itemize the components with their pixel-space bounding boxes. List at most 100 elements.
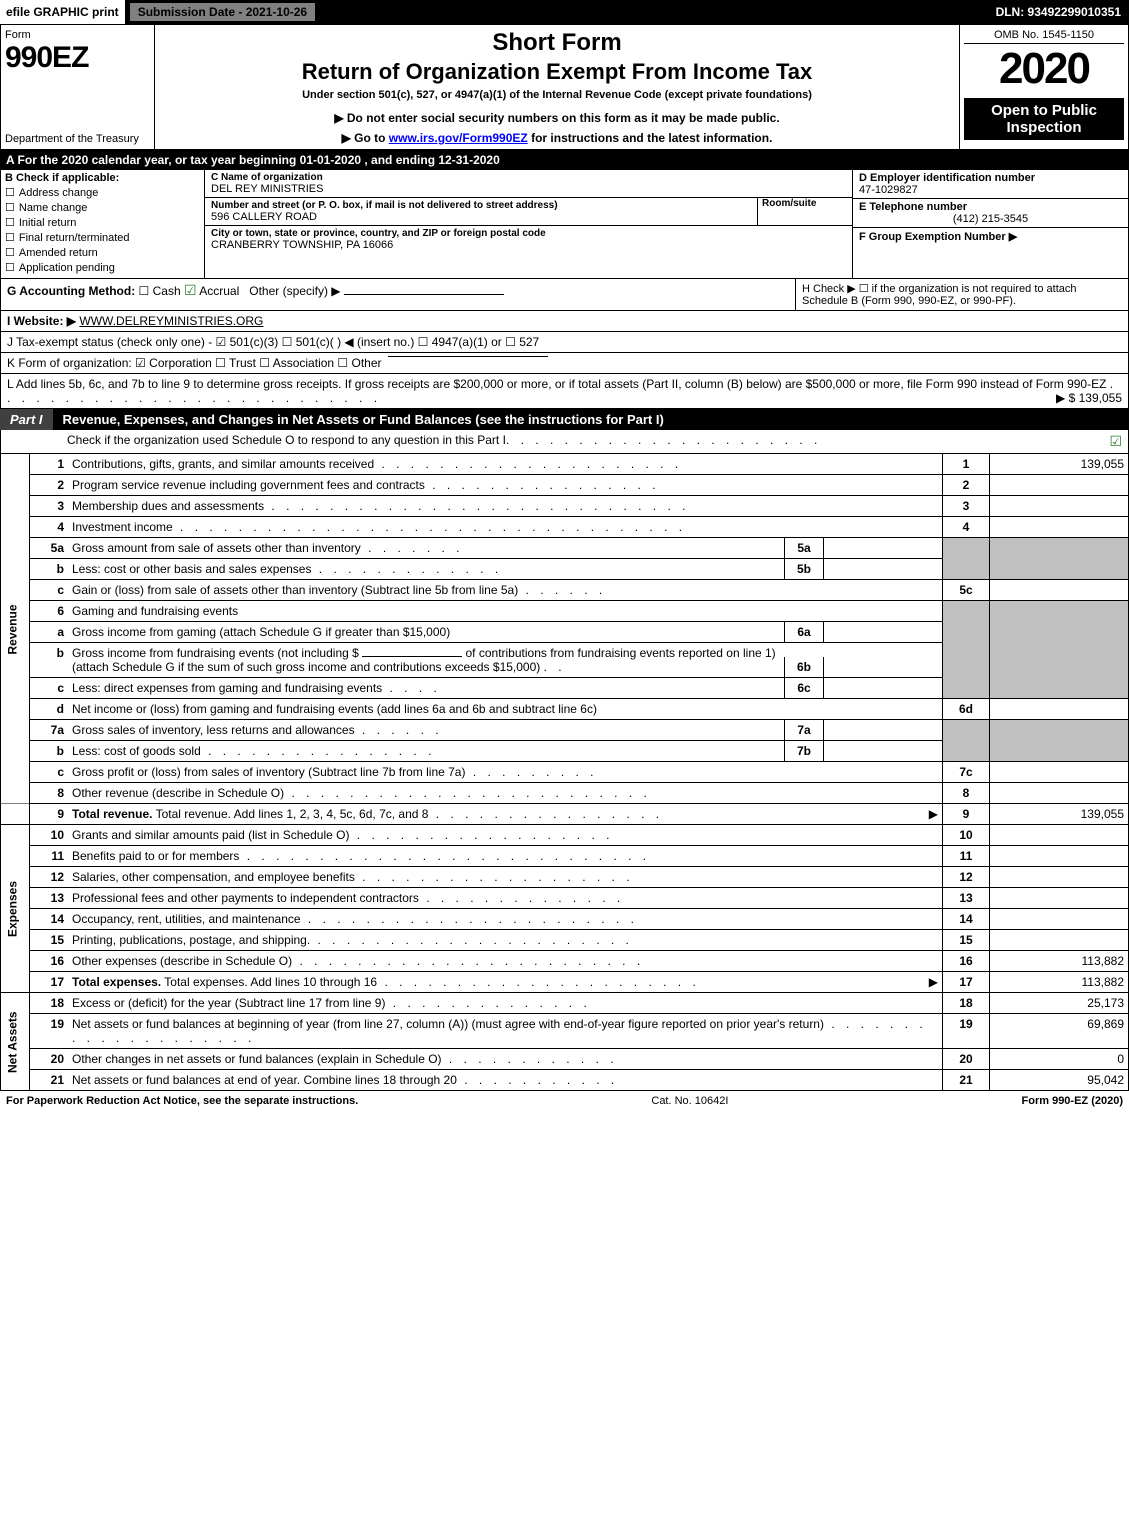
line-val: 139,055 — [990, 454, 1129, 475]
line-num: 1 — [30, 454, 69, 475]
g-accounting-block: G Accounting Method: ☐ Cash ☑ Accrual Ot… — [1, 279, 795, 302]
topbar: efile GRAPHIC print Submission Date - 20… — [0, 0, 1129, 24]
table-row: c Gross profit or (loss) from sales of i… — [1, 762, 1129, 783]
table-row: 3 Membership dues and assessments . . . … — [1, 496, 1129, 517]
line-ref: 1 — [943, 454, 990, 475]
dln-label: DLN: 93492299010351 — [996, 5, 1129, 19]
org-city-block: City or town, state or province, country… — [205, 226, 852, 253]
accrual-check-icon: ☑ — [184, 282, 197, 298]
footer-cat-no: Cat. No. 10642I — [358, 1095, 1021, 1107]
check-application-pending[interactable]: Application pending — [5, 261, 200, 274]
check-name-change[interactable]: Name change — [5, 201, 200, 214]
g-accrual-label: Accrual — [199, 284, 239, 298]
j-text: J Tax-exempt status (check only one) - ☑… — [7, 335, 539, 349]
footer-form-ref: Form 990-EZ (2020) — [1022, 1095, 1123, 1107]
k-text: K Form of organization: ☑ Corporation ☐ … — [7, 356, 382, 370]
short-form-title: Short Form — [163, 29, 951, 57]
table-row: 21 Net assets or fund balances at end of… — [1, 1070, 1129, 1091]
goto-suffix: for instructions and the latest informat… — [528, 131, 773, 145]
right-info-column: D Employer identification number 47-1029… — [853, 170, 1128, 278]
form-header: Form 990EZ Department of the Treasury Sh… — [0, 24, 1129, 150]
form-id-block: Form 990EZ Department of the Treasury — [1, 25, 155, 149]
l-amount: ▶ $ 139,055 — [1056, 391, 1122, 405]
table-row: d Net income or (loss) from gaming and f… — [1, 699, 1129, 720]
row-g-h: G Accounting Method: ☐ Cash ☑ Accrual Ot… — [0, 279, 1129, 311]
ein-value: 47-1029827 — [859, 184, 1122, 196]
line-desc: Contributions, gifts, grants, and simila… — [68, 454, 943, 475]
g-cash[interactable]: ☐ Cash — [139, 284, 181, 298]
goto-link[interactable]: www.irs.gov/Form990EZ — [389, 131, 528, 145]
table-row: 8 Other revenue (describe in Schedule O)… — [1, 783, 1129, 804]
org-info-column: C Name of organization DEL REY MINISTRIE… — [205, 170, 853, 278]
website-value[interactable]: WWW.DELREYMINISTRIES.ORG — [79, 314, 263, 328]
info-block: B Check if applicable: Address change Na… — [0, 170, 1129, 279]
footer-left: For Paperwork Reduction Act Notice, see … — [6, 1095, 358, 1107]
section-a-bar: A For the 2020 calendar year, or tax yea… — [0, 150, 1129, 170]
part-1-label: Part I — [0, 409, 53, 430]
goto-prefix: ▶ Go to — [342, 131, 389, 145]
table-row: Expenses 10 Grants and similar amounts p… — [1, 825, 1129, 846]
goto-line: ▶ Go to www.irs.gov/Form990EZ for instru… — [163, 131, 951, 145]
table-row: 7a Gross sales of inventory, less return… — [1, 720, 1129, 741]
omb-number: OMB No. 1545-1150 — [964, 29, 1124, 44]
part-1-header: Part I Revenue, Expenses, and Changes in… — [0, 409, 1129, 430]
check-initial-return[interactable]: Initial return — [5, 216, 200, 229]
table-row: 2 Program service revenue including gove… — [1, 475, 1129, 496]
revenue-side-label: Revenue — [1, 454, 30, 804]
street-label: Number and street (or P. O. box, if mail… — [211, 200, 757, 211]
table-row: 13 Professional fees and other payments … — [1, 888, 1129, 909]
part-1-title: Revenue, Expenses, and Changes in Net As… — [63, 412, 664, 427]
row-j-tax-exempt: J Tax-exempt status (check only one) - ☑… — [0, 332, 1129, 353]
h-schedule-b-block: H Check ▶ ☐ if the organization is not r… — [795, 279, 1128, 310]
phone-block: E Telephone number (412) 215-3545 — [853, 199, 1128, 228]
open-public-badge: Open to Public Inspection — [964, 98, 1124, 140]
table-row: 4 Investment income . . . . . . . . . . … — [1, 517, 1129, 538]
form-number: 990EZ — [5, 41, 150, 75]
org-street: 596 CALLERY ROAD — [211, 211, 757, 223]
submission-date-box: Submission Date - 2021-10-26 — [129, 2, 316, 22]
schedule-o-check-icon: ☑ — [1109, 433, 1122, 450]
form-meta-block: OMB No. 1545-1150 2020 Open to Public In… — [960, 25, 1128, 149]
e-label: E Telephone number — [859, 201, 1122, 213]
f-label: F Group Exemption Number ▶ — [859, 230, 1122, 243]
efile-print-label[interactable]: efile GRAPHIC print — [0, 0, 125, 24]
part-1-table: Revenue 1 Contributions, gifts, grants, … — [0, 454, 1129, 1091]
org-name: DEL REY MINISTRIES — [211, 183, 846, 195]
table-row: 14 Occupancy, rent, utilities, and maint… — [1, 909, 1129, 930]
g-other[interactable]: Other (specify) ▶ — [249, 284, 340, 298]
table-row: 15 Printing, publications, postage, and … — [1, 930, 1129, 951]
page-footer: For Paperwork Reduction Act Notice, see … — [0, 1091, 1129, 1111]
dots: . . . . . . . . . . . . . . . . . . . . … — [506, 433, 821, 447]
check-final-return[interactable]: Final return/terminated — [5, 231, 200, 244]
table-row: 9 Total revenue. Total revenue. Add line… — [1, 804, 1129, 825]
do-not-enter-text: ▶ Do not enter social security numbers o… — [163, 111, 951, 125]
tax-year: 2020 — [964, 44, 1124, 94]
row-i-website: I Website: ▶ WWW.DELREYMINISTRIES.ORG — [0, 311, 1129, 332]
table-row: 19 Net assets or fund balances at beginn… — [1, 1014, 1129, 1049]
part-1-subtitle: Check if the organization used Schedule … — [7, 433, 506, 447]
return-title: Return of Organization Exempt From Incom… — [163, 59, 951, 85]
room-label: Room/suite — [762, 198, 852, 209]
table-row: 20 Other changes in net assets or fund b… — [1, 1049, 1129, 1070]
org-name-block: C Name of organization DEL REY MINISTRIE… — [205, 170, 852, 198]
check-address-change[interactable]: Address change — [5, 186, 200, 199]
form-word: Form — [5, 29, 150, 41]
form-title-block: Short Form Return of Organization Exempt… — [155, 25, 960, 149]
c-label: C Name of organization — [211, 172, 846, 183]
under-section-text: Under section 501(c), 527, or 4947(a)(1)… — [163, 89, 951, 101]
i-label: I Website: ▶ — [7, 314, 76, 328]
check-b-header: B Check if applicable: — [5, 172, 200, 184]
table-row: 11 Benefits paid to or for members . . .… — [1, 846, 1129, 867]
city-label: City or town, state or province, country… — [211, 228, 846, 239]
row-l-gross-receipts: L Add lines 5b, 6c, and 7b to line 9 to … — [0, 374, 1129, 409]
d-label: D Employer identification number — [859, 172, 1122, 184]
org-city: CRANBERRY TOWNSHIP, PA 16066 — [211, 239, 846, 251]
check-amended-return[interactable]: Amended return — [5, 246, 200, 259]
part-1-subtitle-row: Check if the organization used Schedule … — [0, 430, 1129, 454]
table-row: Revenue 1 Contributions, gifts, grants, … — [1, 454, 1129, 475]
table-row: c Gain or (loss) from sale of assets oth… — [1, 580, 1129, 601]
phone-value: (412) 215-3545 — [859, 213, 1122, 225]
table-row: 12 Salaries, other compensation, and emp… — [1, 867, 1129, 888]
table-row: 16 Other expenses (describe in Schedule … — [1, 951, 1129, 972]
l-text: L Add lines 5b, 6c, and 7b to line 9 to … — [7, 377, 1106, 391]
